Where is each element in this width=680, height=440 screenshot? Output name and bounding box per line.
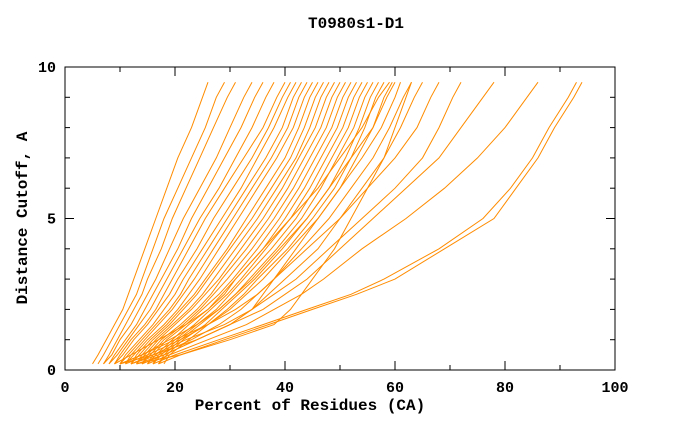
model-curve — [152, 81, 577, 365]
model-curve — [136, 81, 423, 365]
chart-title: T0980s1-D1 — [307, 15, 405, 33]
model-curve — [158, 81, 583, 365]
model-curve — [119, 81, 396, 365]
model-curve — [108, 81, 264, 365]
model-curve — [136, 81, 330, 365]
model-curve — [136, 82, 412, 365]
model-curve — [147, 81, 352, 365]
model-curve — [125, 81, 308, 365]
model-curve — [141, 81, 346, 365]
model-curve — [92, 82, 209, 365]
y-tick-label: 5 — [47, 212, 56, 229]
y-tick-label: 0 — [47, 363, 56, 380]
model-curve — [141, 81, 495, 365]
y-tick-label: 10 — [38, 60, 56, 77]
x-tick-label: 60 — [386, 380, 404, 397]
model-curve — [136, 81, 335, 365]
model-curve — [147, 81, 539, 365]
model-curve — [125, 82, 401, 365]
model-curve — [119, 81, 440, 365]
model-curve — [119, 81, 393, 365]
model-curve — [130, 81, 462, 365]
model-curve — [119, 81, 297, 365]
x-axis-label: Percent of Residues (CA) — [194, 397, 426, 415]
model-curve — [97, 81, 225, 365]
model-curve — [130, 81, 319, 365]
y-axis-label: Distance Cutoff, A — [14, 131, 32, 305]
x-tick-label: 100 — [601, 380, 628, 397]
model-curve — [158, 81, 374, 365]
model-curve — [158, 81, 379, 365]
x-tick-label: 20 — [166, 380, 184, 397]
model-curve — [152, 81, 363, 365]
model-curve — [114, 81, 390, 365]
model-curve — [130, 81, 412, 365]
model-curve — [141, 81, 341, 365]
x-tick-label: 40 — [276, 380, 294, 397]
model-curve — [114, 81, 291, 365]
x-tick-label: 0 — [60, 380, 69, 397]
model-curve — [130, 81, 324, 365]
model-curve — [108, 81, 275, 365]
model-curve — [103, 81, 253, 365]
x-tick-label: 80 — [496, 380, 514, 397]
model-curve — [125, 81, 313, 365]
model-curve — [119, 81, 302, 365]
model-curve — [103, 81, 236, 365]
model-curve — [114, 81, 286, 365]
